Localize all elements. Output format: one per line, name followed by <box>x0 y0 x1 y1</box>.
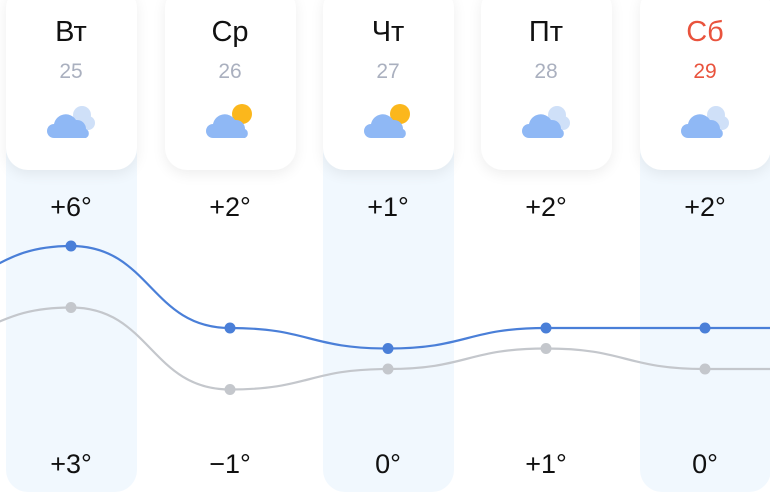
min-temperature: −1° <box>209 449 251 479</box>
day-date: 28 <box>534 60 558 83</box>
partly-cloudy-icon <box>205 104 257 140</box>
day-date: 26 <box>218 60 242 83</box>
day-card[interactable]: Чт 27 <box>322 0 454 170</box>
max-temperature-line <box>0 244 770 350</box>
sun-shape <box>389 104 410 124</box>
day-date: 25 <box>59 60 83 83</box>
day-of-week: Пт <box>528 16 564 48</box>
min-temperature-point <box>540 343 552 354</box>
min-temperature: 0° <box>375 449 401 479</box>
max-temperature-point <box>65 240 77 252</box>
max-temperature: +2° <box>684 192 726 222</box>
max-temperature: +1° <box>367 192 409 222</box>
min-temperature: 0° <box>692 449 718 479</box>
max-temperature: +2° <box>209 192 251 222</box>
day-date: 27 <box>376 60 400 83</box>
day-of-week: Вт <box>55 16 87 48</box>
cloudy-icon <box>521 104 573 140</box>
day-of-week: Чт <box>371 16 405 48</box>
day-card[interactable]: Сб 29 <box>639 0 770 170</box>
min-temperature-point <box>382 363 394 375</box>
min-temperature: +3° <box>50 449 92 479</box>
min-temperature-point <box>699 363 711 375</box>
min-temperature: +1° <box>525 449 567 479</box>
min-temperature-point <box>65 302 77 313</box>
min-temperature-point <box>224 384 236 395</box>
day-card[interactable]: Вт 25 <box>5 0 137 170</box>
day-card[interactable]: Ср 26 <box>164 0 296 170</box>
partly-cloudy-icon <box>363 104 415 140</box>
max-temperature-point <box>382 343 394 354</box>
max-temperature-point <box>224 322 236 334</box>
day-of-week: Сб <box>686 16 724 48</box>
cloudy-icon <box>46 104 98 140</box>
max-temperature: +6° <box>50 192 92 222</box>
max-temperature-point <box>699 322 711 334</box>
cloudy-icon <box>680 104 732 140</box>
day-of-week: Ср <box>211 16 249 48</box>
day-card[interactable]: Пт 28 <box>480 0 612 170</box>
day-date: 29 <box>693 60 717 83</box>
max-temperature-point <box>540 322 552 334</box>
max-temperature: +2° <box>525 192 567 222</box>
sun-shape <box>231 104 252 124</box>
